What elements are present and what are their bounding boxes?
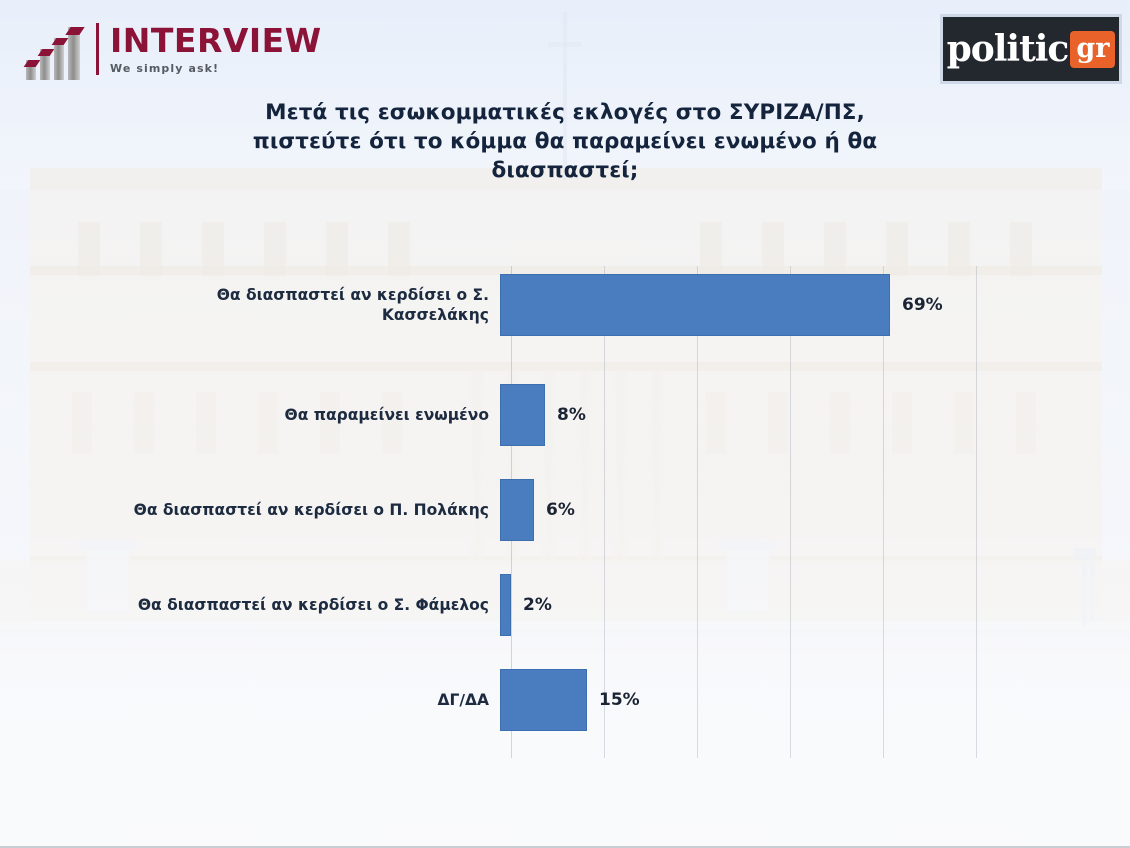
category-label-line: Θα διασπαστεί αν κερδίσει ο Σ. <box>216 285 489 304</box>
bar-group: 2% <box>500 574 552 636</box>
category-label: Θα διασπαστεί αν κερδίσει ο Σ. Κασσελάκη… <box>0 285 500 325</box>
bar-value-label: 2% <box>523 595 552 615</box>
chart-title: Μετά τις εσωκομματικές εκλογές στο ΣΥΡΙΖ… <box>185 98 945 186</box>
publisher-suffix-badge: gr <box>1070 30 1116 68</box>
category-label: Θα διασπαστεί αν κερδίσει ο Π. Πολάκης <box>0 500 500 520</box>
bottom-rule <box>0 846 1130 848</box>
category-label-line: Θα διασπαστεί αν κερδίσει ο Π. Πολάκης <box>133 500 489 519</box>
bar-logo-icon <box>23 22 85 80</box>
bar-value-label: 6% <box>546 500 575 520</box>
politic-gr-logo: politic gr <box>940 14 1122 84</box>
interview-logo: INTERVIEW We simply ask! <box>23 22 322 80</box>
gridline <box>604 266 605 758</box>
logo-divider <box>96 23 99 75</box>
bar-group: 8% <box>500 384 586 446</box>
category-label-line: Θα διασπαστεί αν κερδίσει ο Σ. Φάμελος <box>137 595 489 614</box>
brand-name: INTERVIEW <box>110 21 322 60</box>
bar[interactable] <box>500 669 587 731</box>
gridline <box>883 266 884 758</box>
logo-wordmark: INTERVIEW We simply ask! <box>110 22 322 75</box>
brand-tagline: We simply ask! <box>110 62 220 75</box>
category-label: Θα παραμείνει ενωμένο <box>0 405 500 425</box>
bar-group: 6% <box>500 479 575 541</box>
chart-title-line-2: πιστεύτε ότι το κόμμα θα παραμείνει ενωμ… <box>252 129 878 155</box>
category-label: ΔΓ/ΔΑ <box>0 690 500 710</box>
bar-value-label: 8% <box>557 405 586 425</box>
bar[interactable] <box>500 384 545 446</box>
chart-row: Θα διασπαστεί αν κερδίσει ο Π. Πολάκης 6… <box>0 475 1130 545</box>
bar-value-label: 69% <box>902 295 943 315</box>
category-label-line: Θα παραμείνει ενωμένο <box>284 405 489 424</box>
chart-title-line-1: Μετά τις εσωκομματικές εκλογές στο ΣΥΡΙΖ… <box>265 100 865 125</box>
gridline <box>790 266 791 758</box>
category-label-line: ΔΓ/ΔΑ <box>437 690 489 709</box>
category-label: Θα διασπαστεί αν κερδίσει ο Σ. Φάμελος <box>0 595 500 615</box>
chart-title-line-3: διασπαστεί; <box>491 158 639 184</box>
bar-chart: Θα διασπαστεί αν κερδίσει ο Σ. Κασσελάκη… <box>0 250 1130 758</box>
header: INTERVIEW We simply ask! politic gr <box>0 0 1130 92</box>
chart-row: Θα διασπαστεί αν κερδίσει ο Σ. Φάμελος 2… <box>0 570 1130 640</box>
bar-group: 69% <box>500 274 943 336</box>
chart-row: Θα παραμείνει ενωμένο 8% <box>0 380 1130 450</box>
category-label-line: Κασσελάκης <box>381 306 489 324</box>
bar-group: 15% <box>500 669 640 731</box>
gridline <box>697 266 698 758</box>
bar[interactable] <box>500 274 890 336</box>
bar[interactable] <box>500 574 511 636</box>
publisher-name: politic <box>946 28 1070 70</box>
chart-row: Θα διασπαστεί αν κερδίσει ο Σ. Κασσελάκη… <box>0 270 1130 340</box>
bar-value-label: 15% <box>599 690 640 710</box>
chart-row: ΔΓ/ΔΑ 15% <box>0 665 1130 735</box>
gridline <box>976 266 977 758</box>
bar[interactable] <box>500 479 534 541</box>
